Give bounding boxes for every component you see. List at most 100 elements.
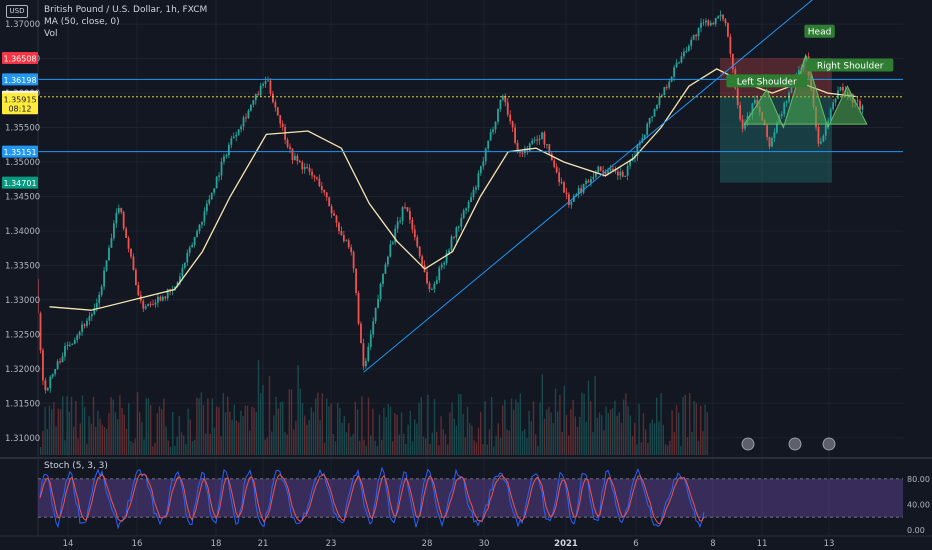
volume-bar (427, 394, 429, 455)
candle-body (421, 256, 424, 265)
volume-legend[interactable]: Vol (44, 29, 58, 39)
volume-bar (282, 401, 284, 455)
candle-body (110, 238, 113, 248)
volume-bar (55, 426, 57, 455)
candle-body (364, 360, 367, 367)
volume-bar (695, 403, 697, 455)
candle-body (218, 175, 220, 177)
volume-bar (447, 444, 449, 455)
candle-body (702, 22, 705, 24)
volume-bar (563, 385, 565, 455)
volume-bar (68, 411, 70, 455)
volume-bar (444, 434, 447, 455)
candle-body (541, 132, 543, 139)
volume-bar (546, 409, 548, 455)
volume-bar (246, 405, 249, 455)
ma-legend[interactable]: MA (50, close, 0) (44, 17, 120, 27)
volume-bar (464, 437, 466, 455)
volume-bar (442, 429, 444, 455)
candle-body (467, 201, 470, 209)
volume-bar (88, 416, 90, 455)
candle-body (829, 109, 832, 121)
volume-bar (150, 405, 152, 455)
candle-body (196, 231, 198, 237)
volume-bar (673, 432, 675, 455)
volume-bar (526, 438, 528, 455)
candle-body (575, 194, 578, 196)
volume-bar (198, 398, 200, 455)
volume-bar (44, 406, 46, 455)
volume-bar (550, 412, 552, 455)
volume-bar (605, 406, 607, 455)
candle-body (347, 240, 350, 248)
volume-bar (180, 432, 183, 455)
volume-bar (75, 400, 77, 455)
volume-bar (394, 413, 396, 455)
pattern-label-bg (726, 74, 808, 88)
candle-body (81, 324, 83, 332)
volume-bar (152, 446, 154, 455)
volume-bar (497, 423, 499, 455)
volume-bar (271, 431, 273, 455)
volume-bar (664, 444, 667, 455)
volume-bar (128, 403, 130, 455)
candle-body (355, 268, 357, 294)
volume-bar (53, 402, 55, 455)
volume-bar (200, 392, 202, 455)
candle-body (504, 95, 507, 103)
volume-bar (326, 398, 328, 455)
volume-bar (341, 422, 343, 455)
volume-bar (224, 412, 227, 455)
volume-bar (686, 437, 689, 455)
candle-body (827, 120, 830, 126)
volume-bar (561, 431, 563, 455)
x-tick-label: 13 (824, 539, 835, 549)
volume-bar (629, 415, 631, 455)
candle-body (115, 212, 118, 224)
volume-bar (299, 388, 301, 455)
candle-body (267, 80, 269, 82)
x-tick-label: 8 (710, 539, 715, 549)
volume-bar (132, 442, 134, 455)
candle-body (465, 208, 468, 211)
candle-body (303, 167, 306, 170)
candle-body (249, 104, 252, 111)
volume-bar (260, 393, 262, 455)
volume-bar (321, 393, 323, 455)
volume-bar (499, 437, 502, 455)
candle-body (188, 247, 191, 253)
volume-bar (400, 412, 403, 455)
candle-body (487, 140, 490, 149)
volume-bar (409, 410, 411, 455)
currency-badge[interactable]: USD (6, 5, 28, 18)
volume-bar (315, 398, 317, 455)
y-tick-label: 1.35500 (5, 124, 40, 134)
candle-body (316, 177, 318, 179)
volume-bar (541, 374, 543, 455)
candle-body (682, 51, 685, 57)
candle-body (521, 152, 524, 154)
volume-bar (660, 393, 662, 455)
candle-body (651, 116, 653, 118)
event-badge (741, 437, 755, 451)
volume-bar (645, 429, 647, 455)
candle-body (144, 306, 147, 309)
candle-body (775, 122, 778, 133)
candle-body (563, 182, 565, 193)
candle-body (223, 156, 225, 162)
candle-body (668, 81, 671, 88)
volume-bar (167, 440, 169, 455)
symbol-title[interactable]: British Pound / U.S. Dollar, 1h, FXCM (44, 5, 208, 15)
candle-body (130, 248, 132, 257)
candle-body (105, 260, 108, 271)
volume-bar (293, 429, 295, 455)
volume-bar (396, 415, 398, 455)
volume-bar (411, 441, 414, 455)
price-label: 1.36198 (3, 76, 36, 85)
candle-body (457, 226, 460, 228)
candle-body (259, 85, 262, 96)
candle-body (824, 125, 827, 136)
candle-body (548, 144, 551, 154)
stoch-legend[interactable]: Stoch (5, 3, 3) (44, 461, 108, 471)
